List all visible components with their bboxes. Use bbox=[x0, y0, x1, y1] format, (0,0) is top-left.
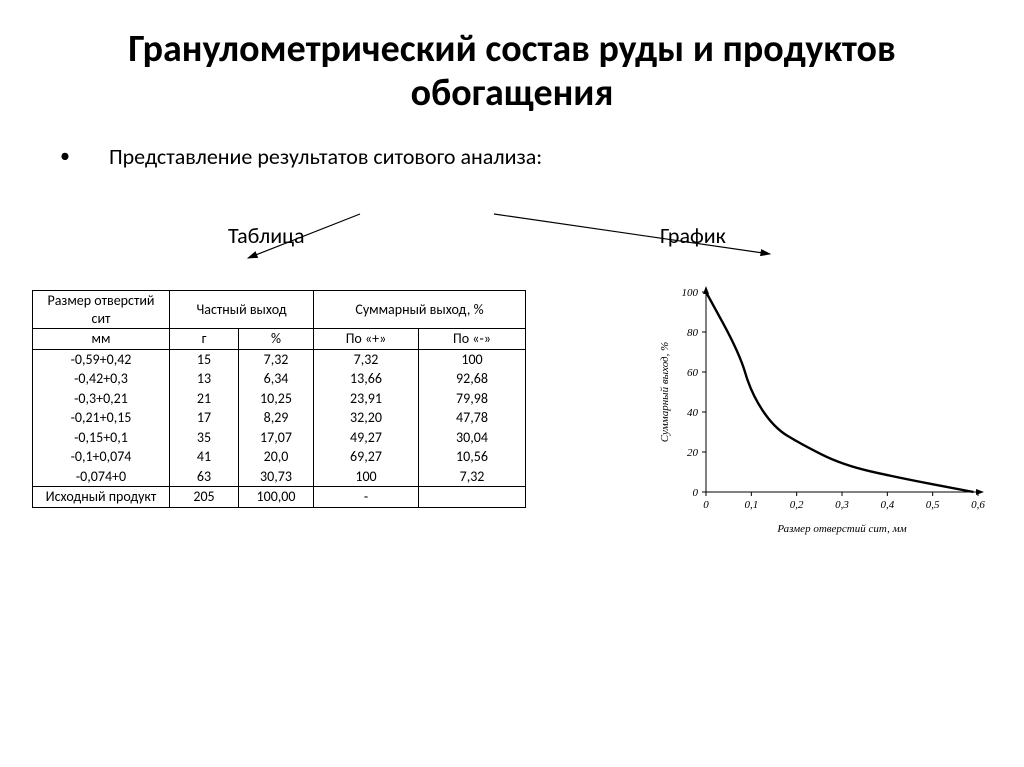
th-cumulative: Суммарный выход, % bbox=[314, 291, 526, 329]
table-row: -0,15+0,13517,0749,2730,04 bbox=[33, 428, 526, 448]
cell-g: 35 bbox=[170, 428, 239, 448]
cumulative-chart: 0 20 40 60 80 100 0 0,1 0,2 0,3 0,4 0,5 0,6 Размер от… bbox=[650, 280, 990, 545]
table-row: -0,59+0,42157,327,32100 bbox=[33, 349, 526, 369]
cell-size: -0,42+0,3 bbox=[33, 369, 170, 389]
page-title: Гранулометрический состав руды и продукт… bbox=[0, 0, 1024, 125]
cell-minus: 47,78 bbox=[419, 408, 526, 428]
cell-minus: 79,98 bbox=[419, 389, 526, 409]
svg-text:40: 40 bbox=[687, 407, 699, 419]
svg-text:0: 0 bbox=[703, 499, 709, 511]
svg-text:60: 60 bbox=[687, 367, 699, 379]
bullet-icon: • bbox=[60, 144, 70, 168]
svg-text:0,5: 0,5 bbox=[926, 499, 940, 511]
cell-size: -0,074+0 bbox=[33, 467, 170, 487]
cell-plus: 13,66 bbox=[314, 369, 419, 389]
svg-text:0,2: 0,2 bbox=[790, 499, 804, 511]
cell-pct: 6,34 bbox=[239, 369, 314, 389]
cell-minus: 30,04 bbox=[419, 428, 526, 448]
cell-pct: 20,0 bbox=[239, 447, 314, 467]
table-header-row-2: мм г % По «+» По «-» bbox=[33, 329, 526, 350]
table-row: -0,1+0,0744120,069,2710,56 bbox=[33, 447, 526, 467]
cell-minus: 7,32 bbox=[419, 467, 526, 487]
th-sieve: Размер отверстий сит bbox=[33, 291, 170, 329]
th-plus: По «+» bbox=[314, 329, 419, 350]
svg-text:0,6: 0,6 bbox=[971, 499, 985, 511]
cell-g: 15 bbox=[170, 349, 239, 369]
cell-size: -0,15+0,1 bbox=[33, 428, 170, 448]
cell-minus: 92,68 bbox=[419, 369, 526, 389]
cell-g: 17 bbox=[170, 408, 239, 428]
subtitle-text: Представление результатов ситового анали… bbox=[109, 143, 542, 170]
cell-g: 13 bbox=[170, 369, 239, 389]
table-footer-row: Исходный продукт 205 100,00 - bbox=[33, 487, 526, 508]
footer-minus bbox=[419, 487, 526, 508]
cell-minus: 100 bbox=[419, 349, 526, 369]
cell-minus: 10,56 bbox=[419, 447, 526, 467]
cell-plus: 23,91 bbox=[314, 389, 419, 409]
cell-plus: 7,32 bbox=[314, 349, 419, 369]
label-chart: График bbox=[660, 222, 726, 249]
table-row: -0,21+0,15178,2932,2047,78 bbox=[33, 408, 526, 428]
cell-size: -0,21+0,15 bbox=[33, 408, 170, 428]
label-table: Таблица bbox=[228, 222, 305, 249]
th-minus: По «-» bbox=[419, 329, 526, 350]
th-pct: % bbox=[239, 329, 314, 350]
cell-size: -0,1+0,074 bbox=[33, 447, 170, 467]
cell-pct: 30,73 bbox=[239, 467, 314, 487]
svg-text:0,1: 0,1 bbox=[744, 499, 758, 511]
th-partial: Частный выход bbox=[170, 291, 314, 329]
subtitle-row: • Представление результатов ситового ана… bbox=[60, 143, 1024, 170]
svg-text:Суммарный выход, %: Суммарный выход, % bbox=[659, 342, 671, 443]
footer-pct: 100,00 bbox=[239, 487, 314, 508]
cell-size: -0,59+0,42 bbox=[33, 349, 170, 369]
cell-plus: 69,27 bbox=[314, 447, 419, 467]
svg-text:20: 20 bbox=[687, 447, 699, 459]
svg-text:0: 0 bbox=[693, 487, 699, 499]
svg-text:Размер отверстий сит, мм: Размер отверстий сит, мм bbox=[776, 523, 906, 535]
cell-pct: 7,32 bbox=[239, 349, 314, 369]
cell-plus: 49,27 bbox=[314, 428, 419, 448]
cell-size: -0,3+0,21 bbox=[33, 389, 170, 409]
cell-g: 41 bbox=[170, 447, 239, 467]
svg-text:0,4: 0,4 bbox=[880, 499, 894, 511]
th-mm: мм bbox=[33, 329, 170, 350]
footer-g: 205 bbox=[170, 487, 239, 508]
svg-text:0,3: 0,3 bbox=[835, 499, 849, 511]
cell-pct: 8,29 bbox=[239, 408, 314, 428]
footer-label: Исходный продукт bbox=[33, 487, 170, 508]
cell-g: 21 bbox=[170, 389, 239, 409]
cell-plus: 32,20 bbox=[314, 408, 419, 428]
th-g: г bbox=[170, 329, 239, 350]
cell-pct: 17,07 bbox=[239, 428, 314, 448]
svg-text:80: 80 bbox=[687, 327, 699, 339]
table-row: -0,42+0,3136,3413,6692,68 bbox=[33, 369, 526, 389]
sieve-table: Размер отверстий сит Частный выход Сумма… bbox=[32, 290, 526, 508]
table-header-row-1: Размер отверстий сит Частный выход Сумма… bbox=[33, 291, 526, 329]
table-row: -0,074+06330,731007,32 bbox=[33, 467, 526, 487]
table-row: -0,3+0,212110,2523,9179,98 bbox=[33, 389, 526, 409]
svg-text:100: 100 bbox=[682, 287, 699, 299]
cell-g: 63 bbox=[170, 467, 239, 487]
cell-plus: 100 bbox=[314, 467, 419, 487]
footer-plus: - bbox=[314, 487, 419, 508]
cell-pct: 10,25 bbox=[239, 389, 314, 409]
